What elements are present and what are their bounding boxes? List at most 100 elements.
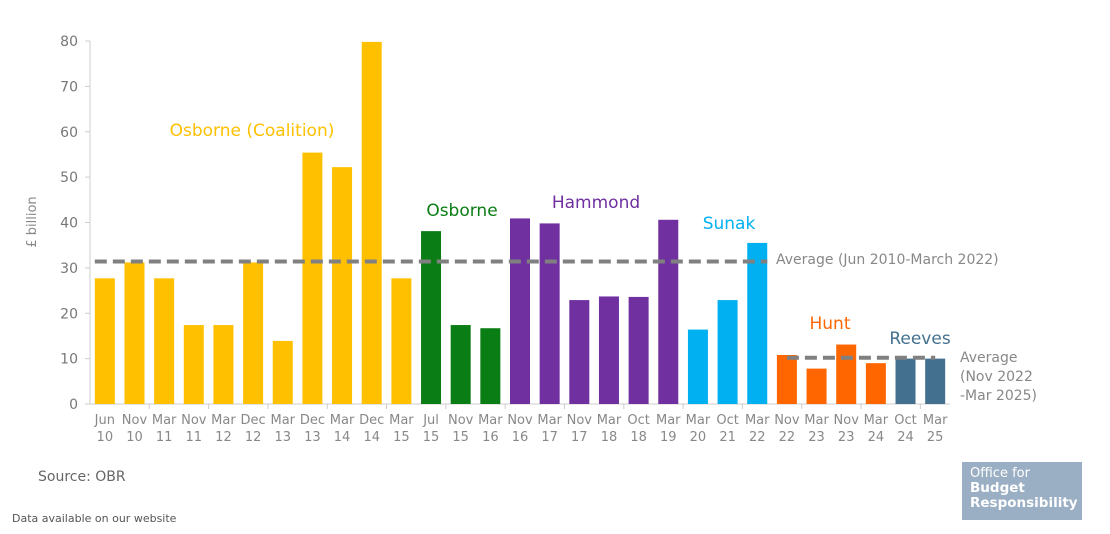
x-tick-label: 17 (541, 430, 558, 445)
x-tick-label: 10 (97, 430, 114, 445)
bar (806, 368, 827, 404)
average-label: (Nov 2022 (960, 369, 1033, 385)
x-tick-label: Dec (359, 413, 384, 428)
x-tick-label: Mar (745, 413, 770, 428)
x-tick-label: 15 (393, 430, 410, 445)
x-tick-label: Nov (122, 413, 148, 428)
bar (895, 358, 916, 404)
bar (332, 167, 353, 404)
x-tick-label: 19 (660, 430, 677, 445)
x-tick-label: 22 (749, 430, 766, 445)
bar (450, 325, 471, 404)
x-tick-label: 24 (897, 430, 914, 445)
bar (658, 219, 679, 404)
x-tick-label: Dec (300, 413, 325, 428)
bar (243, 262, 264, 404)
obr-logo: Office for Budget Responsibility (962, 462, 1082, 520)
bar (747, 242, 768, 404)
average-label: -Mar 2025) (960, 388, 1037, 404)
bar (213, 325, 234, 404)
y-tick-label: 60 (60, 125, 78, 141)
bar (272, 340, 293, 404)
x-tick-label: Mar (864, 413, 889, 428)
bar (421, 231, 442, 404)
bar (598, 296, 619, 404)
y-tick-label: 0 (69, 397, 78, 413)
y-tick-label: 10 (60, 352, 78, 368)
x-tick-label: Mar (686, 413, 711, 428)
x-tick-label: 18 (630, 430, 647, 445)
bar (94, 278, 115, 404)
x-tick-label: 16 (482, 430, 499, 445)
x-tick-label: 17 (571, 430, 588, 445)
x-tick-label: 15 (452, 430, 469, 445)
x-tick-label: Mar (211, 413, 236, 428)
bar (717, 300, 738, 404)
x-tick-label: 23 (808, 430, 825, 445)
x-tick-label: Mar (270, 413, 295, 428)
bar (124, 262, 145, 404)
x-tick-label: Mar (597, 413, 622, 428)
source-note: Source: OBR (38, 469, 126, 485)
bar (865, 363, 886, 404)
bar (776, 354, 797, 404)
x-tick-label: Nov (774, 413, 800, 428)
group-label: Osborne (426, 201, 497, 221)
bar (628, 296, 649, 404)
x-tick-label: 14 (334, 430, 351, 445)
logo-line3: Responsibility (970, 495, 1078, 511)
y-tick-label: 30 (60, 261, 78, 277)
x-tick-label: Nov (181, 413, 207, 428)
x-tick-label: Nov (507, 413, 533, 428)
x-tick-label: Nov (834, 413, 860, 428)
x-tick-label: 24 (868, 430, 885, 445)
x-tick-label: 16 (512, 430, 529, 445)
average-label: Average (Jun 2010-March 2022) (776, 252, 999, 268)
x-tick-label: Jun (94, 413, 115, 428)
y-tick-label: 40 (60, 216, 78, 232)
x-tick-label: Jul (422, 413, 439, 428)
x-tick-label: 10 (126, 430, 143, 445)
x-tick-label: 23 (838, 430, 855, 445)
y-axis-label: £ billion (25, 196, 40, 247)
x-tick-label: Dec (241, 413, 266, 428)
bar (391, 278, 412, 404)
logo-line2: Budget (970, 480, 1025, 496)
x-tick-label: Oct (716, 413, 738, 428)
y-tick-label: 20 (60, 306, 78, 322)
x-tick-label: 25 (927, 430, 944, 445)
bar-chart: 0 10 20 30 40 50 60 70 80 £ billion Jun 10 Nov 10 Mar 1… (25, 34, 1037, 445)
bar (361, 41, 382, 404)
x-tick-label: Nov (448, 413, 474, 428)
bar (539, 223, 560, 404)
x-tick-label: Oct (627, 413, 649, 428)
x-tick-label: Mar (656, 413, 681, 428)
x-tick-label: 21 (719, 430, 736, 445)
bar (510, 218, 530, 404)
x-tick-label: Mar (923, 413, 948, 428)
x-tick-label: Mar (152, 413, 177, 428)
x-tick-label: 12 (245, 430, 262, 445)
x-tick-label: Mar (804, 413, 829, 428)
group-label: Hunt (810, 314, 851, 334)
bar (302, 152, 323, 404)
x-tick-label: Mar (389, 413, 414, 428)
logo-line1: Office for (970, 466, 1030, 481)
data-availability-link[interactable]: Data available on our website (12, 512, 177, 525)
x-tick-label: 11 (186, 430, 203, 445)
bar (925, 358, 946, 404)
group-label: Reeves (889, 329, 950, 349)
x-tick-label: 13 (274, 430, 291, 445)
x-tick-label: 22 (779, 430, 796, 445)
bar (836, 344, 857, 404)
bar (154, 278, 175, 404)
x-tick-label: Oct (894, 413, 916, 428)
x-tick-label: 18 (601, 430, 618, 445)
x-tick-label: 15 (423, 430, 440, 445)
x-tick-label: Mar (478, 413, 503, 428)
x-tick-label: 13 (304, 430, 321, 445)
bar (183, 325, 204, 404)
x-tick-label: 12 (215, 430, 232, 445)
bar (687, 329, 708, 404)
y-tick-label: 80 (60, 34, 78, 50)
